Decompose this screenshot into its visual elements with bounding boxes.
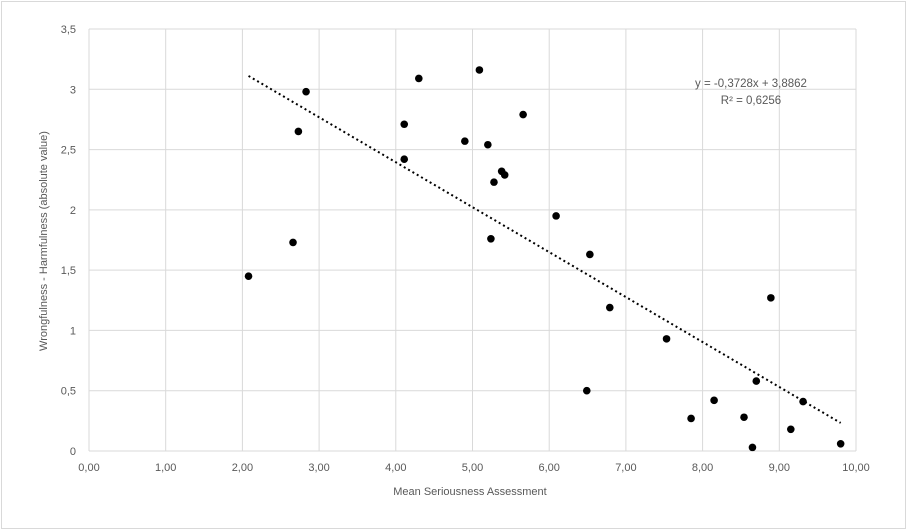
x-tick-label: 5,00 [462, 462, 483, 474]
y-tick-labels: 0 0,5 1 1,5 2 2,5 3 3,5 [61, 24, 76, 458]
y-tick-label: 3,5 [61, 24, 76, 36]
trendline [248, 75, 842, 424]
data-point [740, 413, 748, 422]
y-tick-label: 2 [70, 205, 76, 217]
x-tick-label: 0,00 [78, 462, 99, 474]
x-tick-label: 8,00 [692, 462, 713, 474]
trendline-equation: y = -0,3728x + 3,8862 [695, 78, 807, 90]
x-tick-labels: 0,00 1,00 2,00 3,00 4,00 5,00 6,00 7,00 8,00 9,00… [78, 462, 869, 474]
data-point [461, 137, 469, 145]
data-point [490, 178, 498, 186]
data-point [415, 74, 423, 83]
x-tick-label: 4,00 [385, 462, 406, 474]
data-point [710, 396, 718, 405]
data-point [552, 212, 560, 220]
data-point [752, 377, 761, 385]
data-point [586, 250, 594, 259]
data-point [767, 294, 775, 302]
data-point [605, 303, 614, 312]
x-axis-title: Mean Seriousness Assessment [393, 486, 546, 498]
data-point [500, 171, 509, 179]
x-tick-label: 9,00 [769, 462, 790, 474]
data-point [400, 155, 409, 164]
data-point [836, 439, 845, 448]
data-point [787, 425, 795, 434]
data-point [484, 140, 492, 149]
data-point [475, 66, 484, 74]
data-point [400, 120, 409, 129]
y-tick-label: 3 [70, 84, 76, 96]
data-points [244, 66, 845, 452]
trendline-group [248, 75, 842, 424]
data-point [294, 127, 303, 136]
data-point [582, 386, 591, 395]
data-point [519, 110, 527, 119]
x-tick-label: 10,00 [842, 462, 870, 474]
x-tick-label: 7,00 [615, 462, 636, 474]
data-point [748, 443, 757, 452]
data-point [687, 414, 695, 423]
data-point [289, 238, 297, 247]
y-tick-label: 0 [70, 446, 76, 458]
y-tick-label: 0,5 [61, 386, 76, 398]
trendline-r-squared: R² = 0,6256 [721, 95, 781, 107]
x-tick-label: 2,00 [232, 462, 253, 474]
y-tick-label: 2,5 [61, 145, 76, 157]
gridlines [88, 28, 857, 452]
data-point [662, 335, 671, 343]
data-point [244, 272, 253, 280]
data-point [302, 87, 310, 96]
x-tick-label: 3,00 [308, 462, 329, 474]
y-tick-label: 1 [70, 325, 76, 337]
data-point [799, 397, 807, 406]
y-tick-label: 1,5 [61, 265, 76, 277]
x-tick-label: 6,00 [538, 462, 559, 474]
x-tick-label: 1,00 [155, 462, 176, 474]
y-axis-title: Wrongfulness - Harmfulness (absolute val… [38, 131, 50, 351]
data-point [487, 234, 495, 243]
